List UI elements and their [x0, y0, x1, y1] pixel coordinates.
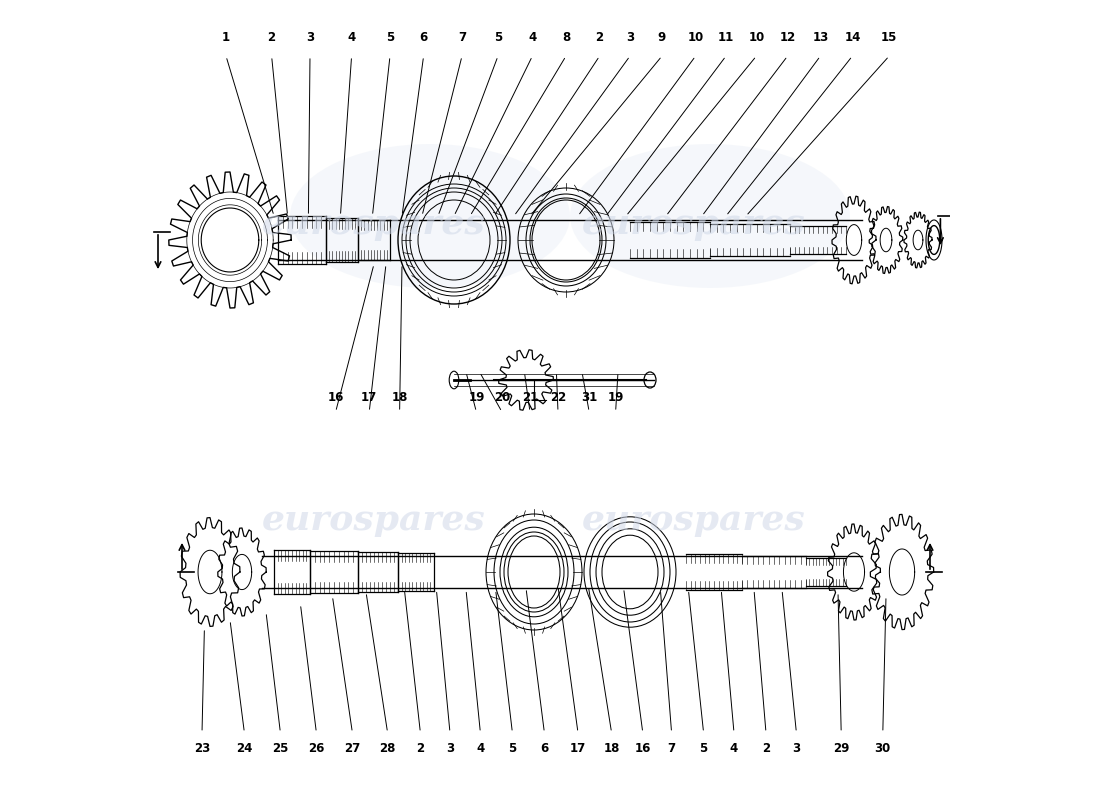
Text: 3: 3: [792, 742, 801, 755]
Text: 6: 6: [419, 31, 428, 44]
Text: 4: 4: [528, 31, 537, 44]
Ellipse shape: [290, 144, 570, 288]
Text: 18: 18: [392, 391, 408, 404]
FancyArrowPatch shape: [927, 545, 933, 570]
Text: 5: 5: [508, 742, 517, 755]
Text: 2: 2: [416, 742, 425, 755]
Text: eurospares: eurospares: [262, 503, 486, 537]
Text: 1: 1: [222, 31, 230, 44]
Text: eurospares: eurospares: [582, 503, 806, 537]
FancyArrowPatch shape: [937, 218, 943, 243]
Ellipse shape: [570, 144, 850, 288]
Text: 19: 19: [469, 391, 485, 404]
Text: 21: 21: [521, 391, 538, 404]
Text: eurospares: eurospares: [262, 207, 486, 241]
Text: 19: 19: [607, 391, 624, 404]
Text: 2: 2: [267, 31, 276, 44]
Text: 27: 27: [344, 742, 361, 755]
Text: 22: 22: [550, 391, 566, 404]
Text: 10: 10: [688, 31, 704, 44]
Text: 9: 9: [658, 31, 667, 44]
Text: 5: 5: [386, 31, 394, 44]
Text: 16: 16: [328, 391, 344, 404]
Text: 17: 17: [570, 742, 586, 755]
Text: eurospares: eurospares: [582, 207, 806, 241]
Text: 3: 3: [626, 31, 634, 44]
Text: 13: 13: [812, 31, 828, 44]
Text: 6: 6: [540, 742, 549, 755]
Text: 5: 5: [494, 31, 502, 44]
Text: 4: 4: [730, 742, 738, 755]
Text: 14: 14: [844, 31, 860, 44]
Text: 26: 26: [308, 742, 324, 755]
Text: 30: 30: [874, 742, 891, 755]
Text: 29: 29: [833, 742, 849, 755]
Text: 2: 2: [762, 742, 770, 755]
Text: 2: 2: [595, 31, 604, 44]
FancyArrowPatch shape: [179, 545, 185, 570]
Text: 7: 7: [668, 742, 675, 755]
Ellipse shape: [449, 371, 459, 389]
Text: 12: 12: [780, 31, 795, 44]
Text: 31: 31: [581, 391, 597, 404]
Text: 4: 4: [348, 31, 355, 44]
Text: 5: 5: [700, 742, 707, 755]
Text: 3: 3: [446, 742, 454, 755]
Text: 16: 16: [635, 742, 651, 755]
Text: 15: 15: [881, 31, 898, 44]
Text: 25: 25: [272, 742, 288, 755]
Text: 3: 3: [306, 31, 315, 44]
Text: 10: 10: [748, 31, 764, 44]
Text: 4: 4: [476, 742, 484, 755]
Text: 11: 11: [718, 31, 734, 44]
FancyArrowPatch shape: [155, 234, 161, 267]
Text: 17: 17: [361, 391, 377, 404]
Text: 23: 23: [194, 742, 210, 755]
Ellipse shape: [644, 372, 656, 388]
Text: 8: 8: [562, 31, 570, 44]
Text: 18: 18: [604, 742, 619, 755]
Text: 28: 28: [379, 742, 396, 755]
Text: 20: 20: [494, 391, 510, 404]
Text: 7: 7: [458, 31, 466, 44]
Text: 24: 24: [236, 742, 253, 755]
